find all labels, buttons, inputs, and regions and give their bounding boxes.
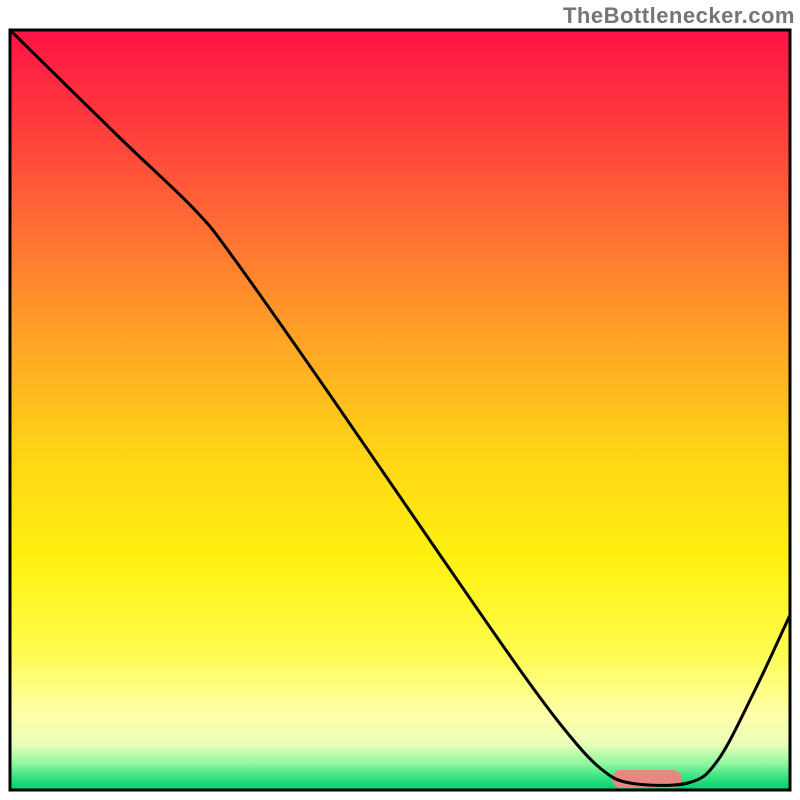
watermark-text: TheBottlenecker.com xyxy=(563,3,795,29)
bottleneck-chart xyxy=(0,0,800,800)
